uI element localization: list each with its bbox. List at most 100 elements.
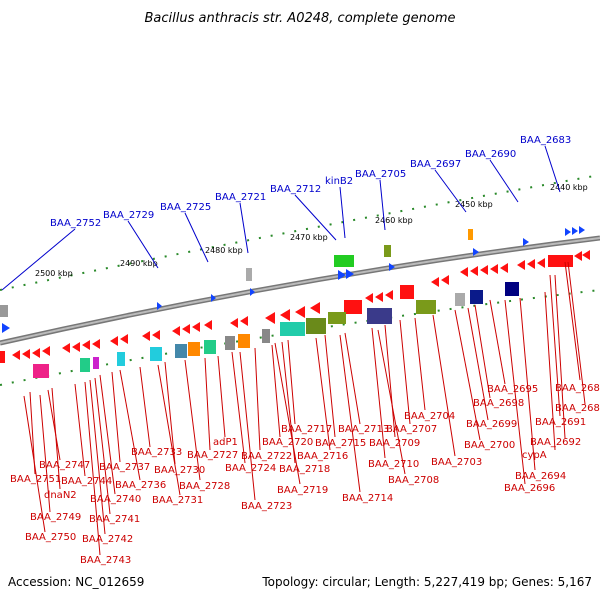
gene-label[interactable]: BAA_2743: [80, 555, 131, 566]
gene-block[interactable]: [175, 344, 187, 358]
gene-label[interactable]: BAA_2716: [297, 451, 348, 462]
gene-label[interactable]: BAA_2695: [487, 384, 538, 395]
gene-label[interactable]: BAA_2737: [99, 462, 150, 473]
forward-gene[interactable]: [400, 285, 414, 299]
gene-label[interactable]: BAA_2741: [89, 514, 140, 525]
gene-label[interactable]: BAA_2730: [154, 465, 205, 476]
gene-label[interactable]: BAA_2707: [386, 424, 437, 435]
gene-label[interactable]: BAA_2729: [103, 210, 154, 221]
gene-label[interactable]: BAA_2749: [30, 512, 81, 523]
gene-label[interactable]: BAA_2713: [338, 424, 389, 435]
gene-block[interactable]: [416, 300, 436, 314]
forward-gene[interactable]: [431, 275, 449, 287]
gene-label[interactable]: BAA_2724: [225, 463, 276, 474]
gene-label[interactable]: BAA_2712: [270, 184, 321, 195]
gene-block[interactable]: [468, 229, 473, 240]
gene-block[interactable]: [150, 347, 162, 361]
gene-label[interactable]: BAA_2696: [504, 483, 555, 494]
gene-block[interactable]: [0, 305, 8, 317]
forward-gene[interactable]: [172, 320, 212, 336]
reverse-gene[interactable]: [2, 323, 10, 333]
forward-gene[interactable]: [460, 263, 508, 277]
gene-label[interactable]: BAA_2718: [279, 464, 330, 475]
gene-block[interactable]: [33, 364, 49, 378]
gene-label[interactable]: BAA_2744: [61, 476, 112, 487]
gene-label[interactable]: BAA_2736: [115, 480, 166, 491]
gene-label[interactable]: BAA_2689: [555, 403, 600, 414]
gene-label[interactable]: BAA_2717: [281, 424, 332, 435]
gene-block[interactable]: [306, 318, 326, 334]
gene-label[interactable]: BAA_2709: [369, 438, 420, 449]
gene-label[interactable]: BAA_2683: [520, 135, 571, 146]
reverse-gene[interactable]: [338, 269, 354, 280]
gene-block[interactable]: [455, 293, 465, 306]
gene-label[interactable]: BAA_2694: [515, 471, 566, 482]
gene-label[interactable]: BAA_2742: [82, 534, 133, 545]
gene-label[interactable]: BAA_2719: [277, 485, 328, 496]
gene-label[interactable]: kinB2: [325, 176, 353, 187]
forward-gene[interactable]: [0, 351, 5, 363]
gene-label[interactable]: BAA_2715: [315, 438, 366, 449]
gene-label[interactable]: BAA_2723: [241, 501, 292, 512]
gene-label[interactable]: BAA_2752: [50, 218, 101, 229]
gene-block[interactable]: [225, 336, 235, 350]
reverse-gene[interactable]: [389, 263, 395, 271]
reverse-gene[interactable]: [250, 288, 255, 296]
forward-gene[interactable]: [110, 334, 128, 346]
reverse-gene[interactable]: [157, 302, 162, 310]
gene-block[interactable]: [280, 322, 305, 336]
gene-label[interactable]: BAA_2722: [241, 451, 292, 462]
gene-block[interactable]: [246, 268, 252, 281]
gene-label[interactable]: BAA_2728: [179, 481, 230, 492]
gene-block[interactable]: [470, 290, 483, 304]
gene-label[interactable]: BAA_2720: [262, 437, 313, 448]
forward-gene[interactable]: [230, 316, 248, 328]
gene-block[interactable]: [93, 357, 99, 369]
gene-label[interactable]: BAA_2703: [431, 457, 482, 468]
gene-block[interactable]: [117, 352, 125, 366]
forward-gene[interactable]: [548, 255, 573, 267]
gene-label[interactable]: BAA_2747: [39, 460, 90, 471]
gene-block[interactable]: [328, 312, 346, 324]
gene-label[interactable]: BAA_2698: [473, 398, 524, 409]
gene-label[interactable]: BAA_2708: [388, 475, 439, 486]
forward-gene[interactable]: [12, 346, 50, 360]
forward-gene[interactable]: [142, 330, 160, 341]
gene-block[interactable]: [238, 334, 250, 348]
reverse-gene[interactable]: [523, 238, 529, 246]
forward-gene[interactable]: [517, 258, 545, 270]
forward-gene[interactable]: [62, 339, 100, 353]
gene-label[interactable]: BAA_2704: [404, 411, 455, 422]
gene-block[interactable]: [384, 245, 391, 257]
gene-label[interactable]: BAA_2700: [464, 440, 515, 451]
gene-block[interactable]: [505, 282, 519, 296]
gene-label[interactable]: BAA_2705: [355, 169, 406, 180]
forward-gene[interactable]: [574, 250, 590, 261]
reverse-gene[interactable]: [565, 226, 585, 236]
gene-label[interactable]: cypA: [522, 450, 547, 461]
reverse-gene[interactable]: [211, 294, 216, 302]
gene-label[interactable]: BAA_2714: [342, 493, 393, 504]
gene-label[interactable]: BAA_2721: [215, 192, 266, 203]
gene-label[interactable]: BAA_2710: [368, 459, 419, 470]
gene-block[interactable]: [262, 329, 270, 343]
gene-block[interactable]: [367, 308, 392, 324]
gene-label[interactable]: adP1: [213, 437, 238, 448]
gene-label[interactable]: BAA_2692: [530, 437, 581, 448]
gene-label[interactable]: BAA_2733: [131, 447, 182, 458]
forward-gene[interactable]: [365, 290, 393, 303]
gene-label[interactable]: BAA_2690: [465, 149, 516, 160]
gene-block[interactable]: [204, 340, 216, 354]
gene-block[interactable]: [80, 358, 90, 372]
reverse-gene[interactable]: [473, 248, 479, 256]
gene-label[interactable]: BAA_2691: [535, 417, 586, 428]
gene-label[interactable]: dnaN2: [44, 490, 77, 501]
gene-block[interactable]: [334, 255, 354, 267]
gene-label[interactable]: BAA_2750: [25, 532, 76, 543]
gene-label[interactable]: BAA_2699: [466, 419, 517, 430]
gene-label[interactable]: BAA_2688: [555, 383, 600, 394]
gene-label[interactable]: BAA_2727: [187, 450, 238, 461]
gene-block[interactable]: [188, 342, 200, 356]
gene-label[interactable]: BAA_2725: [160, 202, 211, 213]
gene-label[interactable]: BAA_2740: [90, 494, 141, 505]
